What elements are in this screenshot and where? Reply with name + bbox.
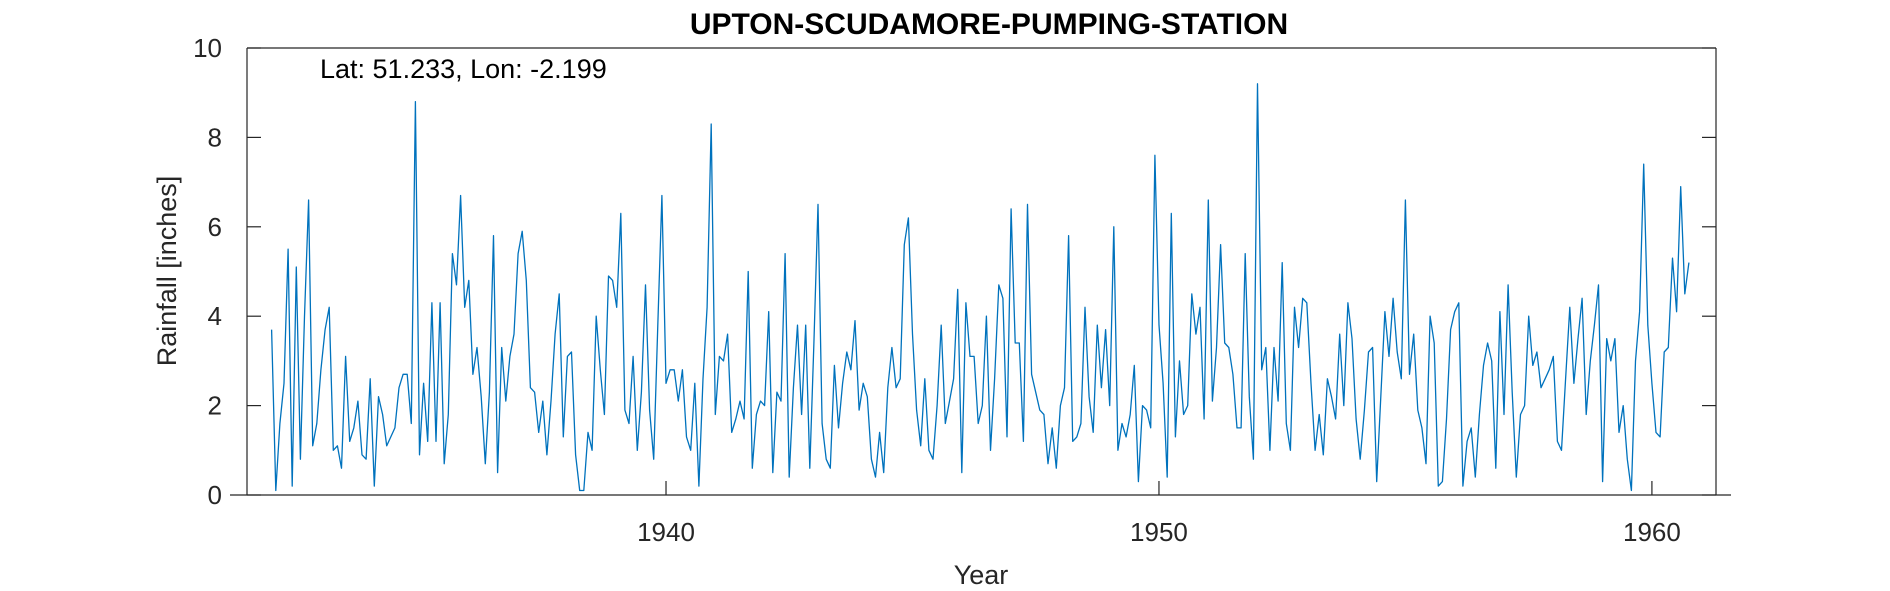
y-axis: 0 2 4 6 8 10 — [193, 33, 1716, 510]
location-annotation: Lat: 51.233, Lon: -2.199 — [320, 54, 607, 84]
y-axis-label: Rainfall [inches] — [152, 176, 182, 367]
chart-title: UPTON-SCUDAMORE-PUMPING-STATION — [690, 8, 1288, 41]
x-tick-label: 1950 — [1130, 517, 1188, 547]
y-tick-label: 2 — [208, 391, 222, 421]
x-axis-label: Year — [954, 560, 1009, 590]
y-tick-label: 8 — [208, 122, 222, 152]
y-tick-label: 6 — [208, 212, 222, 242]
y-tick-label: 4 — [208, 301, 222, 331]
y-tick-label: 10 — [193, 33, 222, 63]
rainfall-series-line — [270, 83, 1690, 492]
x-tick-label: 1960 — [1623, 517, 1681, 547]
plot-area — [247, 48, 1731, 495]
x-axis: 1940 1950 1960 — [637, 481, 1681, 547]
y-tick-label: 0 — [208, 480, 222, 510]
x-tick-label: 1940 — [637, 517, 695, 547]
